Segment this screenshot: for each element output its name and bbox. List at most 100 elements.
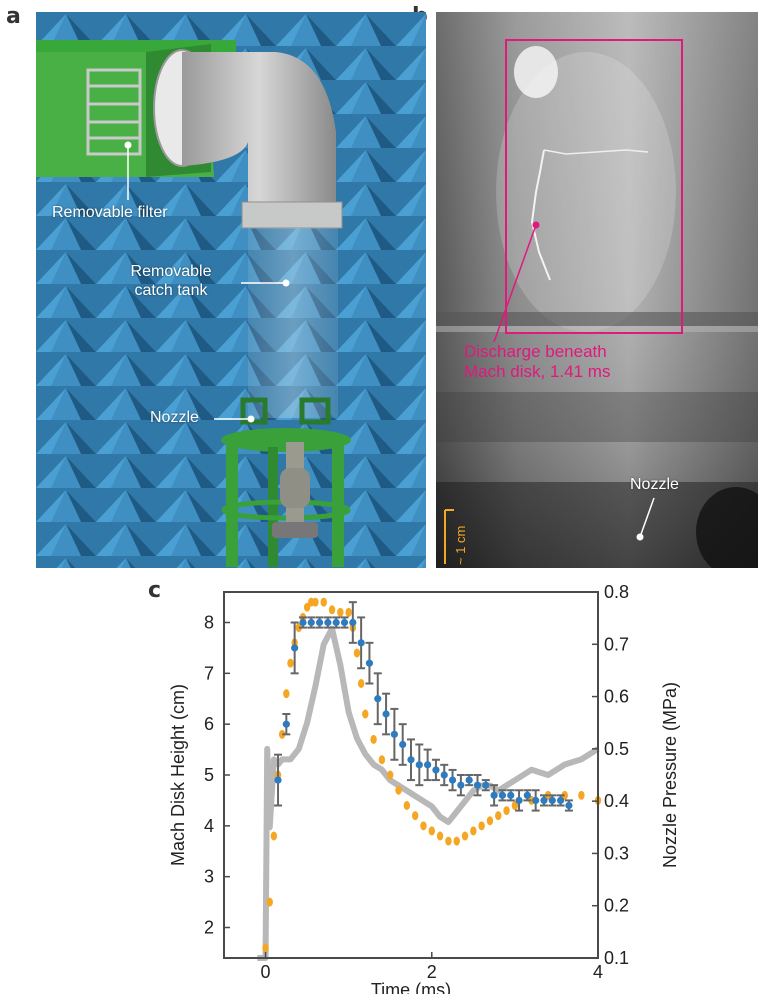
axes: 0 2 4 2 3 4 5 6 7 8 0.1 0.2 0.3 0.4 0.5 0.6 0.7 0.8 xyxy=(204,582,629,982)
blue-point xyxy=(424,761,432,769)
orange-dot xyxy=(461,831,469,841)
blue-point xyxy=(440,771,448,779)
blue-point xyxy=(565,801,573,810)
blue-point xyxy=(299,618,307,627)
series-blue-points xyxy=(274,601,573,812)
orange-dot xyxy=(266,897,273,907)
blue-point xyxy=(532,796,540,805)
orange-dot xyxy=(295,623,302,633)
orange-dot xyxy=(420,821,427,831)
blue-point xyxy=(540,796,548,805)
orange-dot xyxy=(428,826,435,836)
blue-point xyxy=(482,781,490,789)
blue-point xyxy=(274,776,282,784)
orange-dot xyxy=(561,790,568,800)
blue-point xyxy=(457,781,465,789)
photo-illustration xyxy=(436,12,758,568)
blue-point xyxy=(324,618,332,627)
orange-dot xyxy=(486,816,494,826)
orange-dot xyxy=(387,770,394,780)
orange-dot xyxy=(270,831,278,841)
blue-point xyxy=(490,791,498,799)
orange-dot xyxy=(470,826,477,836)
orange-dot xyxy=(495,811,502,821)
orange-dot xyxy=(357,679,365,688)
orange-dot xyxy=(337,607,344,617)
label-discharge-line2: Mach disk, 1.41 ms xyxy=(464,362,611,381)
blue-point xyxy=(332,618,340,627)
blue-point xyxy=(315,618,324,627)
blue-point xyxy=(374,695,382,703)
y-tick-label: 7 xyxy=(204,663,214,683)
y2-tick-label: 0.5 xyxy=(604,739,629,759)
blue-point xyxy=(282,720,290,728)
blue-point xyxy=(498,791,507,799)
y2-tick-label: 0.1 xyxy=(604,948,629,968)
orange-dot xyxy=(378,755,386,765)
blue-point xyxy=(473,781,482,789)
orange-dot xyxy=(353,648,361,658)
y-tick-label: 3 xyxy=(204,867,214,887)
y-tick-label: 4 xyxy=(204,816,214,836)
blue-point xyxy=(340,618,349,627)
orange-dot xyxy=(411,811,419,821)
orange-dot xyxy=(370,734,377,744)
label-catch-tank-line2: catch tank xyxy=(134,282,208,299)
orange-dot xyxy=(320,597,327,607)
y-tick-label: 5 xyxy=(204,765,214,785)
series-pressure xyxy=(257,625,600,961)
label-discharge-line1: Discharge beneath xyxy=(464,342,607,361)
orange-dot xyxy=(578,790,585,800)
blue-point xyxy=(515,796,523,805)
y2-tick-label: 0.4 xyxy=(604,791,629,811)
y-tick-label: 2 xyxy=(204,918,214,938)
y-tick-label: 6 xyxy=(204,714,214,734)
y-tick-label: 8 xyxy=(204,613,214,633)
orange-dot xyxy=(445,836,452,846)
blue-point xyxy=(432,766,440,774)
scale-label: ~ 1 cm xyxy=(453,525,468,565)
orange-dot xyxy=(303,602,311,612)
orange-dot xyxy=(283,689,290,699)
apparatus-illustration xyxy=(36,12,426,568)
orange-dot xyxy=(345,607,352,617)
blue-point xyxy=(365,659,374,667)
label-nozzle-b: Nozzle xyxy=(630,476,679,493)
label-catch-tank-line1: Removable xyxy=(130,263,212,280)
blue-point xyxy=(523,791,531,799)
nozzle-stand xyxy=(221,397,351,567)
orange-dot xyxy=(287,658,294,668)
orange-dot xyxy=(453,836,460,846)
orange-dot xyxy=(511,801,519,810)
blue-point xyxy=(307,618,315,627)
blue-point xyxy=(448,776,457,784)
label-catch-tank: Removable catch tank xyxy=(106,262,236,300)
y2-tick-label: 0.6 xyxy=(604,687,629,707)
mach-disk-chart: 0 2 4 2 3 4 5 6 7 8 0.1 0.2 0.3 0.4 0.5 0.6 0.7 0.8 Time … xyxy=(0,572,762,998)
label-nozzle-a: Nozzle xyxy=(150,409,199,426)
duct-elbow xyxy=(182,52,336,222)
x-tick-label: 2 xyxy=(427,962,437,982)
orange-dot xyxy=(403,801,411,810)
y2-axis-label: Nozzle Pressure (MPa) xyxy=(660,682,680,868)
orange-dot xyxy=(478,821,485,831)
y2-tick-label: 0.3 xyxy=(604,843,629,863)
orange-dot xyxy=(436,831,444,841)
panel-letter-c: c xyxy=(148,578,162,603)
blue-point xyxy=(291,644,299,652)
blue-point xyxy=(349,618,357,627)
label-discharge: Discharge beneath Mach disk, 1.41 ms xyxy=(464,342,610,382)
blue-point xyxy=(399,740,407,749)
blue-point xyxy=(548,796,556,805)
y2-tick-label: 0.7 xyxy=(604,634,629,654)
x-tick-label: 0 xyxy=(261,962,271,982)
blue-point xyxy=(407,756,415,764)
blue-point xyxy=(415,761,423,769)
blue-point xyxy=(390,730,398,738)
y-axis-label: Mach Disk Height (cm) xyxy=(168,684,188,866)
apparatus-rendering: Removable filter Removable catch tank No… xyxy=(36,12,426,568)
blue-point xyxy=(507,791,515,799)
orange-dot xyxy=(262,943,269,953)
blue-point xyxy=(382,710,390,718)
blue-point xyxy=(357,639,365,647)
